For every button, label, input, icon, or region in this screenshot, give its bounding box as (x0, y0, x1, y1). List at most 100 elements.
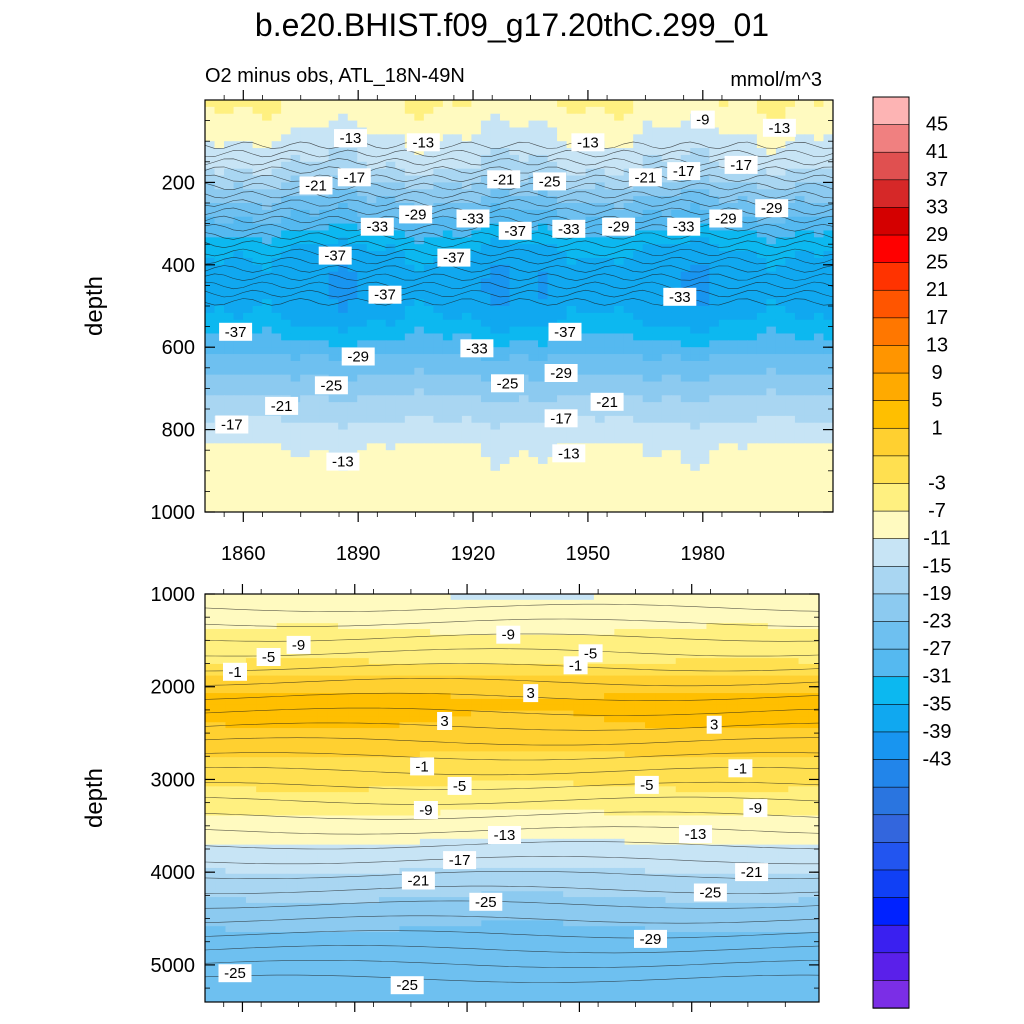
contour-fill-cell (460, 640, 472, 648)
contour-fill-cell (461, 422, 473, 431)
contour-fill-cell (300, 470, 311, 479)
contour-label: -37 (318, 246, 352, 265)
contour-fill-cell (775, 388, 787, 396)
contour-fill-cell (385, 306, 396, 314)
contour-fill-cell (585, 354, 596, 362)
contour-fill-cell (338, 611, 349, 618)
contour-fill-cell (690, 141, 701, 149)
contour-fill-cell (490, 106, 501, 115)
contour-fill-cell (461, 113, 473, 122)
contour-fill-cell (366, 429, 377, 438)
contour-fill-cell (205, 388, 216, 396)
contour-fill-cell (699, 367, 710, 376)
contour-fill-cell (661, 113, 672, 122)
contour-label-box (544, 409, 578, 428)
contour-fill-cell (624, 640, 636, 648)
contour-fill-cell (813, 388, 825, 396)
contour-fill-cell (414, 326, 425, 335)
contour-fill-cell (205, 154, 216, 163)
contour-fill-cell (224, 470, 235, 479)
contour-fill-cell (522, 623, 534, 630)
contour-fill-cell (566, 271, 577, 280)
contour-fill-cell (757, 646, 769, 653)
contour-fill-cell (442, 278, 453, 286)
contour-fill-cell (633, 395, 644, 403)
contour-fill-cell (252, 402, 263, 410)
contour-fill-cell (214, 498, 225, 506)
contour-fill-cell (756, 463, 767, 472)
contour-fill-cell (385, 161, 396, 170)
contour-fill-cell (471, 415, 482, 424)
contour-fill-cell (281, 484, 292, 492)
contour-fill-cell (633, 127, 644, 135)
contour-fill-cell (604, 640, 615, 648)
contour-fill-cell (756, 367, 767, 376)
contour-fill-cell (623, 367, 634, 376)
contour-fill-cell (665, 599, 677, 607)
contour-fill-cell (480, 113, 492, 122)
contour-fill-cell (604, 652, 615, 659)
contour-fill-cell (338, 652, 349, 659)
contour-fill-cell (538, 100, 549, 108)
contour-fill-cell (433, 264, 444, 273)
contour-fill-cell (593, 623, 605, 630)
contour-fill-cell (423, 367, 434, 376)
contour-fill-cell (317, 599, 329, 607)
contour-fill-cell (685, 617, 697, 624)
contour-fill-cell (205, 640, 216, 648)
contour-fill-cell (604, 599, 615, 607)
contour-fill-cell (490, 450, 501, 458)
contour-fill-cell (557, 100, 568, 108)
contour-fill-cell (290, 463, 301, 472)
contour-fill-cell (271, 189, 282, 197)
contour-fill-cell (262, 182, 273, 190)
contour-fill-cell (756, 264, 767, 273)
contour-fill-cell (766, 306, 777, 314)
contour-fill-cell (788, 605, 800, 613)
contour-fill-cell (604, 154, 615, 163)
contour-fill-cell (557, 402, 568, 410)
contour-fill-cell (645, 594, 656, 601)
contour-fill-cell (519, 264, 530, 273)
contour-fill-cell (205, 436, 216, 444)
contour-fill-cell (490, 340, 501, 348)
contour-fill-cell (243, 477, 254, 486)
contour-fill-cell (576, 429, 587, 438)
contour-fill-cell (471, 402, 482, 410)
contour-fill-cell (357, 285, 368, 293)
contour-fill-cell (671, 148, 682, 156)
y-tick-label: 1000 (151, 502, 196, 524)
contour-fill-cell (690, 457, 701, 465)
contour-fill-cell (252, 120, 263, 129)
contour-fill-cell (271, 463, 282, 472)
contour-fill-cell (471, 388, 482, 396)
contour-fill-cell (542, 599, 554, 607)
contour-fill-cell (547, 257, 558, 266)
contour-fill-cell (433, 271, 444, 280)
contour-fill-cell (512, 646, 523, 653)
contour-fill-cell (461, 333, 473, 341)
contour-fill-cell (747, 477, 758, 486)
contour-fill-cell (595, 271, 606, 280)
contour-fill-cell (328, 326, 339, 335)
contour-fill-cell (499, 443, 511, 451)
contour-fill-cell (652, 354, 663, 362)
contour-fill-cell (225, 634, 237, 642)
contour-fill-cell (785, 100, 796, 108)
contour-fill-cell (552, 640, 564, 648)
contour-fill-cell (452, 182, 463, 190)
contour-fill-cell (747, 594, 759, 601)
contour-fill-cell (319, 443, 330, 451)
contour-fill-cell (547, 436, 558, 444)
contour-fill-cell (205, 237, 216, 245)
contour-fill-cell (623, 388, 634, 396)
contour-fill-cell (519, 354, 530, 362)
contour-fill-cell (433, 230, 444, 238)
contour-fill-cell (788, 599, 800, 607)
contour-fill-cell (347, 374, 358, 383)
contour-fill-cell (699, 484, 710, 492)
contour-fill-cell (661, 436, 672, 444)
contour-fill-cell (728, 257, 739, 266)
contour-fill-cell (604, 409, 615, 417)
contour-fill-cell (357, 154, 368, 163)
